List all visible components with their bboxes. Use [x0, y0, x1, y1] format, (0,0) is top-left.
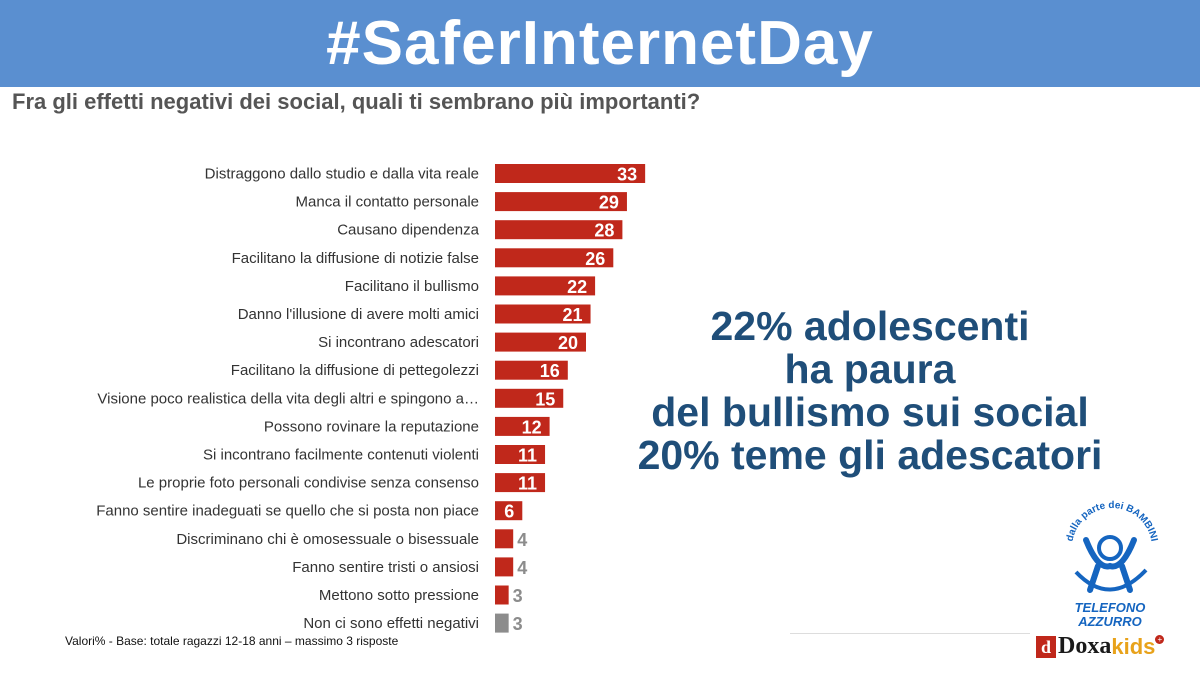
bar [495, 473, 546, 493]
divider [790, 633, 1030, 634]
bar [495, 332, 586, 352]
category-label: Si incontrano facilmente contenuti viole… [203, 447, 479, 464]
data-label: 29 [599, 193, 619, 213]
bar [495, 304, 591, 324]
data-label: 6 [504, 502, 514, 522]
category-label: Mettono sotto pressione [319, 587, 479, 604]
callout-line-1: 22% adolescenti [710, 303, 1030, 349]
callout-line-2: ha paura [784, 346, 956, 392]
doxa-mark: d [1036, 635, 1056, 658]
doxa-plus-icon: + [1155, 635, 1165, 644]
bar [495, 613, 509, 633]
data-label: 16 [540, 361, 560, 381]
data-label: 28 [594, 221, 614, 241]
category-label: Facilitano la diffusione di pettegolezzi [231, 362, 479, 379]
data-label: 3 [513, 614, 523, 634]
bar [495, 388, 564, 408]
category-label: Facilitano la diffusione di notizie fals… [232, 250, 479, 267]
data-label: 11 [518, 446, 537, 466]
callout-line-3: del bullismo sui social [651, 389, 1089, 435]
category-label: Manca il contatto personale [296, 194, 479, 211]
footnote: Valori% - Base: totale ragazzi 12-18 ann… [65, 634, 399, 648]
data-label: 26 [585, 249, 605, 269]
logo-line-2: AZZURRO [1077, 614, 1142, 629]
data-label: 11 [518, 474, 537, 494]
doxa-kids: kids [1111, 633, 1156, 659]
category-label: Si incontrano adescatori [318, 334, 479, 351]
category-label: Facilitano il bullismo [345, 278, 479, 295]
category-label: Le proprie foto personali condivise senz… [138, 475, 479, 492]
data-label: 22 [567, 277, 587, 297]
data-label: 15 [535, 389, 555, 409]
category-label: Discriminano chi è omosessuale o bisessu… [176, 531, 479, 548]
category-label: Distraggono dallo studio e dalla vita re… [205, 166, 479, 183]
category-label: Fanno sentire inadeguati se quello che s… [96, 503, 479, 520]
callout-text: 22% adolescenti ha paura del bullismo su… [590, 305, 1150, 477]
logo-line-1: TELEFONO [1075, 600, 1146, 615]
callout-line-4: 20% teme gli adescatori [637, 432, 1103, 478]
category-label: Causano dipendenza [337, 222, 479, 239]
header-banner: #SaferInternetDay [0, 0, 1200, 87]
bar [495, 276, 596, 296]
doxa-word: Doxa [1058, 633, 1112, 659]
doxakids-logo: d Doxakids + [1036, 633, 1165, 661]
category-label: Fanno sentire tristi o ansiosi [292, 559, 479, 576]
bar [495, 192, 627, 212]
chart-question: Fra gli effetti negativi dei social, qua… [12, 89, 701, 114]
data-label: 33 [617, 165, 637, 185]
bar [495, 248, 614, 268]
data-label: 4 [517, 558, 527, 578]
bar [495, 557, 514, 577]
data-label: 4 [517, 530, 527, 550]
banner-title: #SaferInternetDay [326, 9, 874, 78]
telefono-azzurro-logo: dalla parte dei BAMBINI TELEFONO AZZURRO [1065, 500, 1160, 629]
bar [495, 164, 646, 183]
bar [495, 416, 550, 436]
bar [495, 501, 523, 521]
data-label: 3 [513, 586, 523, 606]
bar [495, 220, 623, 240]
data-label: 21 [563, 305, 583, 325]
bar [495, 585, 509, 605]
category-label: Danno l'illusione di avere molti amici [238, 306, 479, 323]
category-label: Non ci sono effetti negativi [303, 615, 479, 632]
data-label: 12 [522, 417, 542, 437]
category-label: Visione poco realistica della vita degli… [97, 390, 479, 407]
bar [495, 529, 514, 549]
bar [495, 445, 546, 464]
bar [495, 360, 568, 380]
data-label: 20 [558, 333, 578, 353]
category-label: Possono rovinare la reputazione [264, 418, 479, 435]
